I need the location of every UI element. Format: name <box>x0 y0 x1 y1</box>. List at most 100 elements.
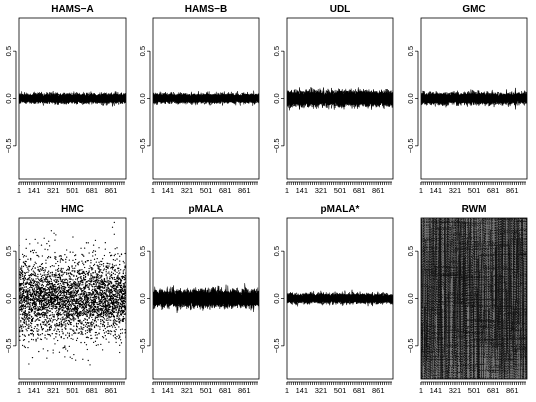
point <box>25 265 27 267</box>
point <box>90 323 92 325</box>
point <box>55 274 57 276</box>
point <box>104 242 106 244</box>
point <box>21 344 24 347</box>
series-line <box>421 93 527 105</box>
point <box>70 310 72 312</box>
point <box>54 283 56 286</box>
point <box>61 279 63 281</box>
point <box>117 313 119 316</box>
x-tick-label: 501 <box>66 386 79 395</box>
point <box>89 315 91 317</box>
point <box>46 315 48 317</box>
point <box>58 321 61 324</box>
point <box>45 259 47 261</box>
point <box>39 307 42 309</box>
point <box>49 310 52 312</box>
point <box>81 327 83 329</box>
point <box>98 247 100 249</box>
point <box>39 268 42 270</box>
x-tick-label: 1 <box>285 186 289 195</box>
point <box>32 278 35 280</box>
point <box>36 281 38 283</box>
point <box>48 299 50 301</box>
point <box>30 326 33 328</box>
y-tick-label: 0.0 <box>272 293 281 303</box>
point <box>107 300 109 302</box>
point <box>99 291 101 293</box>
point <box>68 296 70 298</box>
point <box>40 304 43 306</box>
point <box>50 303 53 306</box>
x-tick-label: 681 <box>86 186 99 195</box>
point <box>37 283 39 285</box>
point <box>20 275 22 277</box>
point <box>29 308 31 310</box>
point <box>23 300 26 302</box>
point <box>102 329 105 332</box>
point <box>48 326 51 329</box>
point <box>116 258 118 260</box>
point <box>59 318 62 320</box>
point <box>20 271 22 274</box>
point <box>24 263 26 266</box>
point <box>92 288 94 291</box>
point <box>27 300 29 302</box>
point <box>91 304 93 306</box>
point <box>54 290 56 293</box>
point <box>98 300 100 302</box>
point <box>84 282 87 284</box>
point <box>45 299 47 301</box>
x-tick-label: 321 <box>449 386 462 395</box>
point <box>117 277 119 279</box>
point <box>23 301 26 304</box>
point <box>80 275 82 278</box>
point <box>35 307 37 309</box>
point <box>108 265 110 267</box>
point <box>20 321 22 323</box>
point <box>105 308 107 311</box>
point <box>28 282 30 284</box>
point <box>55 311 57 313</box>
point <box>37 309 39 312</box>
point <box>84 273 87 276</box>
point <box>88 328 90 330</box>
point <box>56 309 58 312</box>
point <box>118 301 120 304</box>
point <box>111 309 114 311</box>
x-tick-label: 141 <box>430 186 443 195</box>
point <box>121 305 124 307</box>
point <box>20 324 22 326</box>
point <box>113 289 115 291</box>
point <box>114 270 116 272</box>
point <box>47 312 49 314</box>
point <box>55 288 57 290</box>
point <box>47 271 49 274</box>
point <box>39 279 41 282</box>
point <box>91 301 93 303</box>
point <box>38 307 40 309</box>
point <box>30 281 33 283</box>
point <box>101 349 104 351</box>
point <box>76 309 79 311</box>
x-tick-label: 321 <box>181 386 194 395</box>
point <box>51 271 53 273</box>
point <box>54 256 56 258</box>
point <box>30 302 32 304</box>
point <box>70 290 72 293</box>
point <box>55 234 57 236</box>
point <box>73 281 75 283</box>
point <box>86 315 88 318</box>
point <box>26 324 28 326</box>
point <box>73 294 75 296</box>
point <box>107 332 109 335</box>
point <box>62 332 64 334</box>
point <box>31 304 34 307</box>
point <box>89 297 91 299</box>
point <box>60 326 62 328</box>
point <box>115 341 117 344</box>
point <box>27 317 29 320</box>
point <box>71 270 73 272</box>
point <box>103 325 106 328</box>
point <box>100 323 102 325</box>
point <box>75 295 78 297</box>
